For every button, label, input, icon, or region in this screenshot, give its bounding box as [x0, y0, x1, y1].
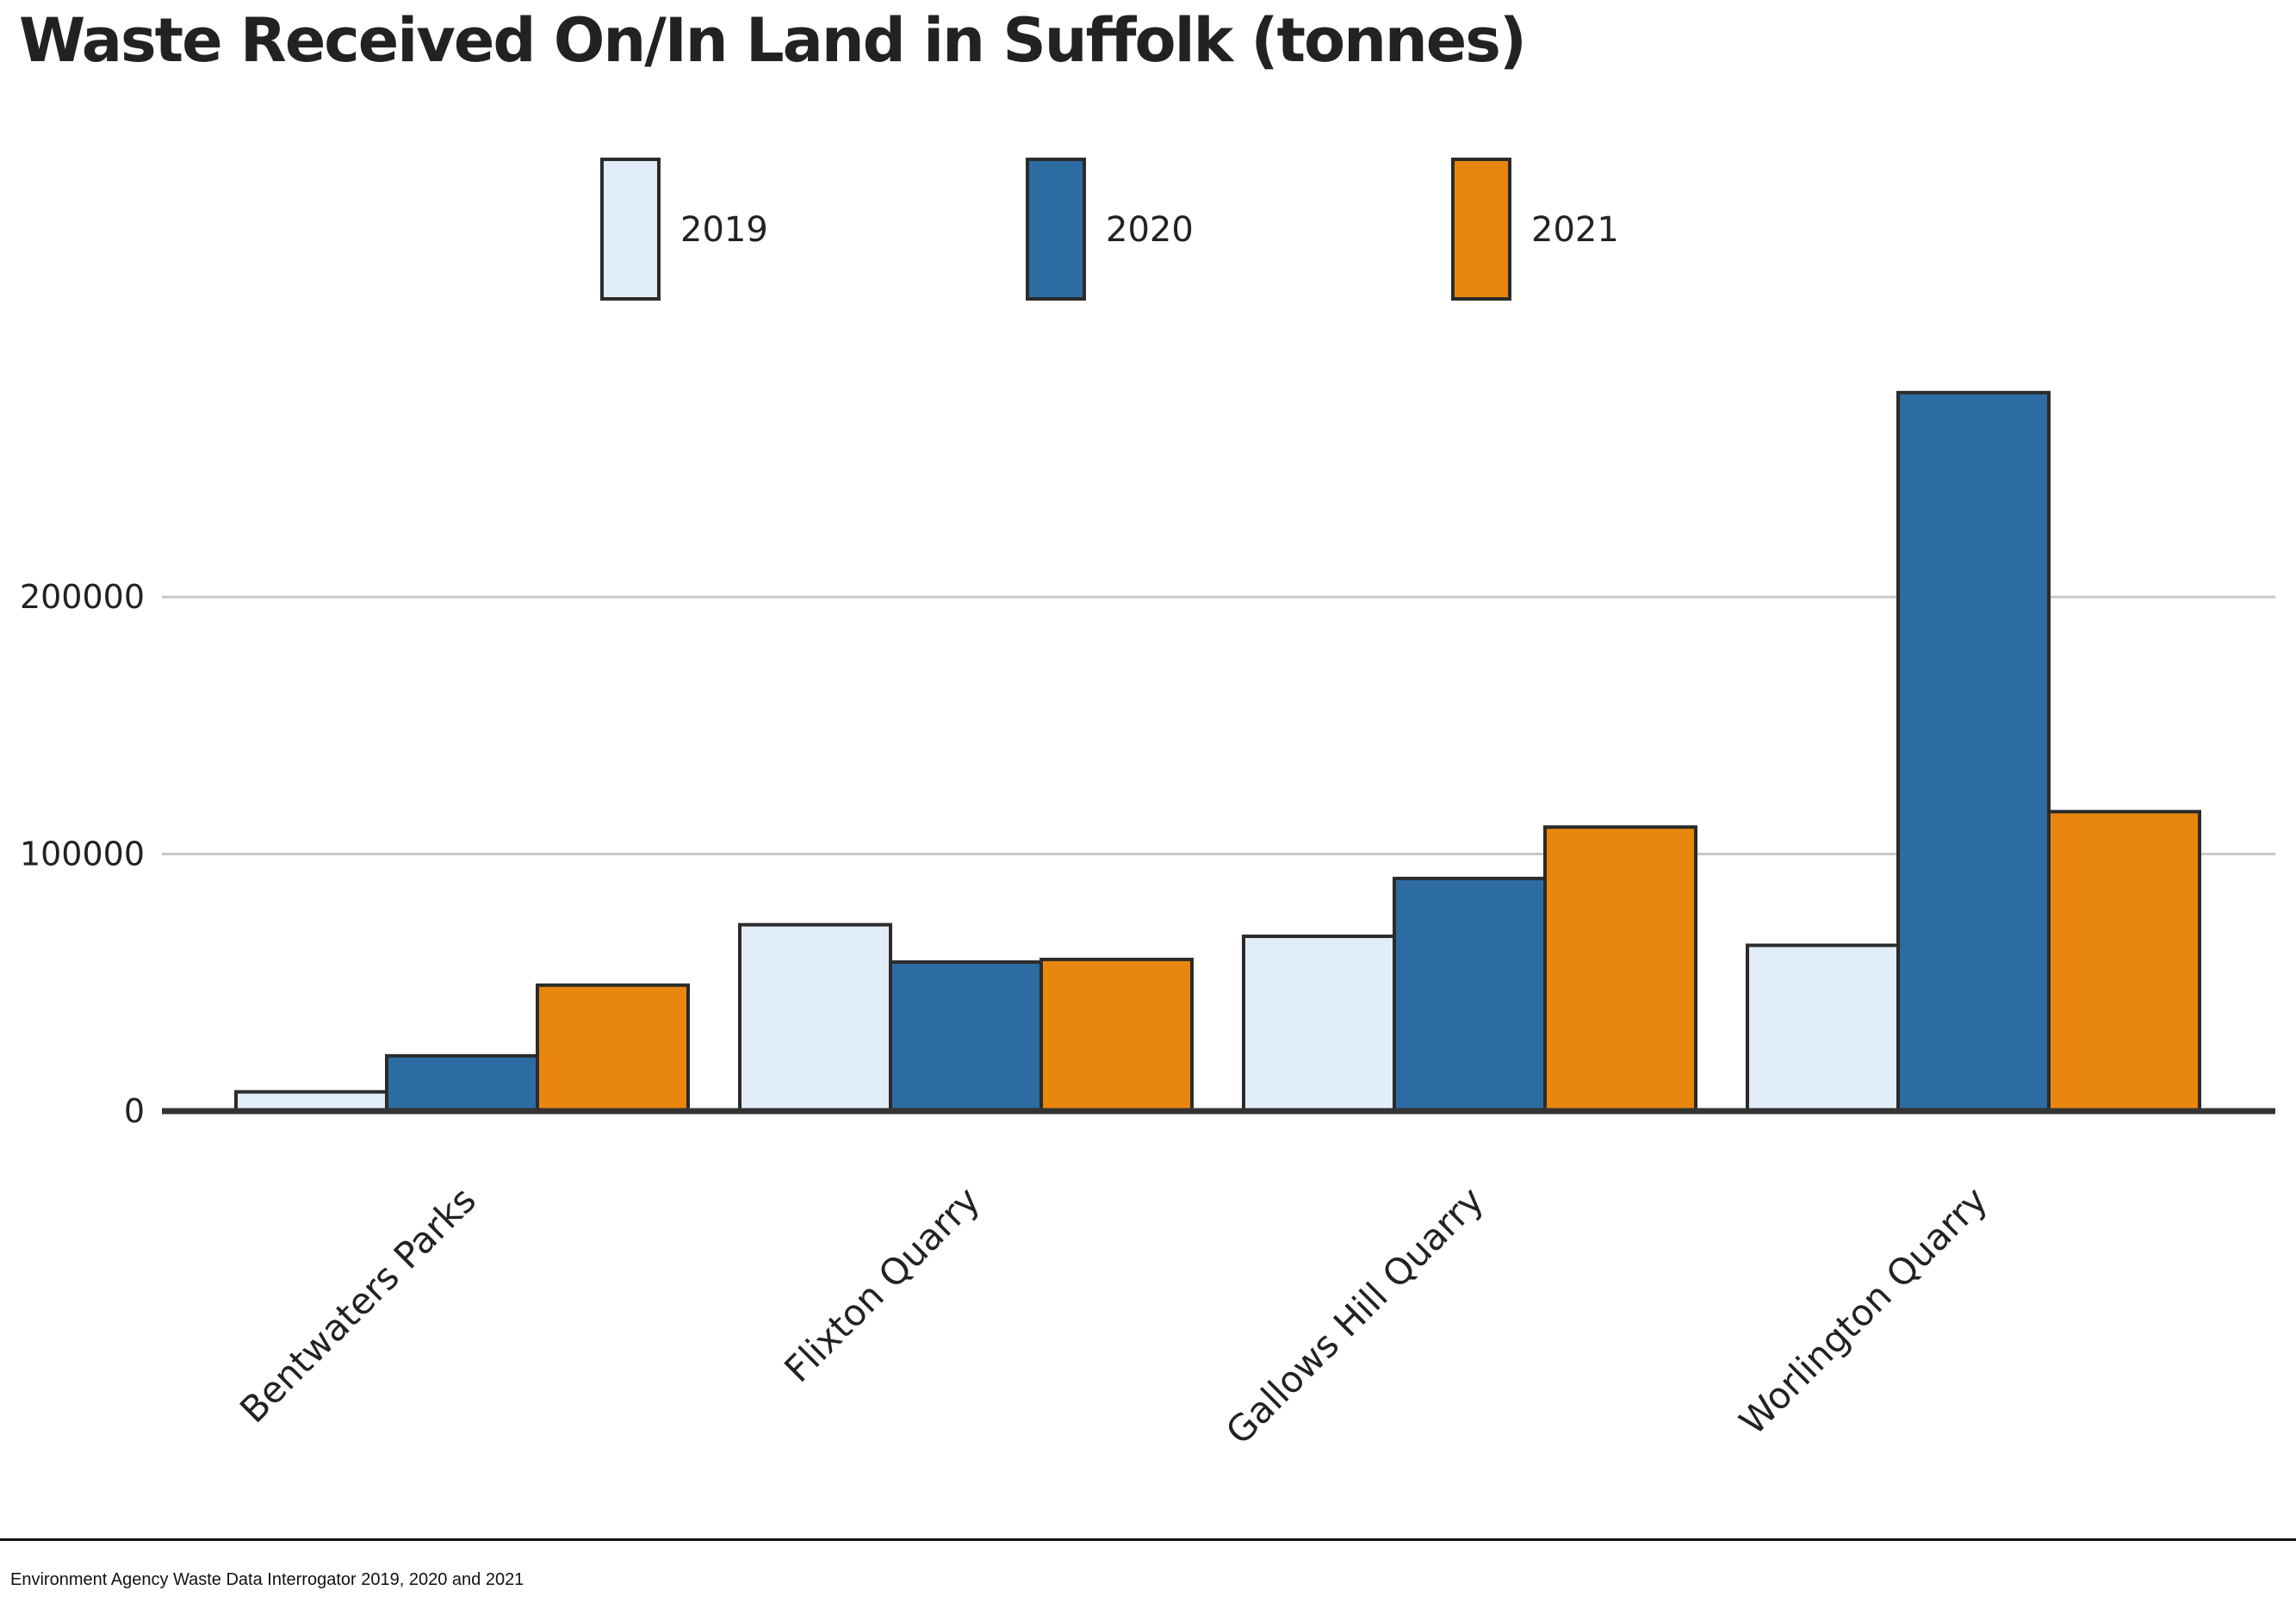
category-label: Flixton Quarry	[776, 1178, 988, 1390]
category-label: Worlington Quarry	[1731, 1178, 1995, 1443]
bar-2020-worlington-quarry	[1896, 390, 2051, 1113]
source-note: Environment Agency Waste Data Interrogat…	[10, 1570, 524, 1589]
legend-label: 2021	[1531, 210, 1619, 250]
legend: 2019 2020 2021	[600, 158, 1619, 301]
category-labels: Bentwaters Parks Flixton Quarry Gallows Hi…	[232, 1178, 1995, 1452]
y-axis-ticks: 0 100000 200000	[20, 578, 145, 1130]
legend-swatch-2020	[1026, 158, 1086, 301]
category-label: Gallows Hill Quarry	[1218, 1178, 1492, 1452]
bars	[234, 390, 2201, 1114]
footer-divider	[0, 1538, 2296, 1541]
bar-2020-gallows-hill-quarry	[1393, 876, 1547, 1114]
bar-2020-bentwaters-parks	[385, 1053, 539, 1113]
bar-2019-flixton-quarry	[738, 922, 892, 1114]
bar-2021-worlington-quarry	[2047, 810, 2201, 1113]
bar-2019-gallows-hill-quarry	[1242, 935, 1396, 1113]
y-tick-label: 100000	[20, 835, 145, 873]
bar-2021-bentwaters-parks	[536, 983, 690, 1114]
bar-2019-worlington-quarry	[1746, 943, 1900, 1113]
bar-2020-flixton-quarry	[889, 960, 1043, 1114]
bar-2021-gallows-hill-quarry	[1543, 825, 1697, 1114]
legend-label: 2020	[1106, 210, 1194, 250]
y-tick-label: 200000	[20, 578, 145, 616]
category-label: Bentwaters Parks	[232, 1178, 484, 1431]
chart-title: Waste Received On/In Land in Suffolk (to…	[19, 5, 1527, 76]
legend-swatch-2019	[600, 158, 661, 301]
legend-swatch-2021	[1451, 158, 1511, 301]
y-tick-label: 0	[124, 1092, 145, 1130]
legend-label: 2019	[680, 210, 768, 250]
bar-2021-flixton-quarry	[1039, 957, 1194, 1114]
